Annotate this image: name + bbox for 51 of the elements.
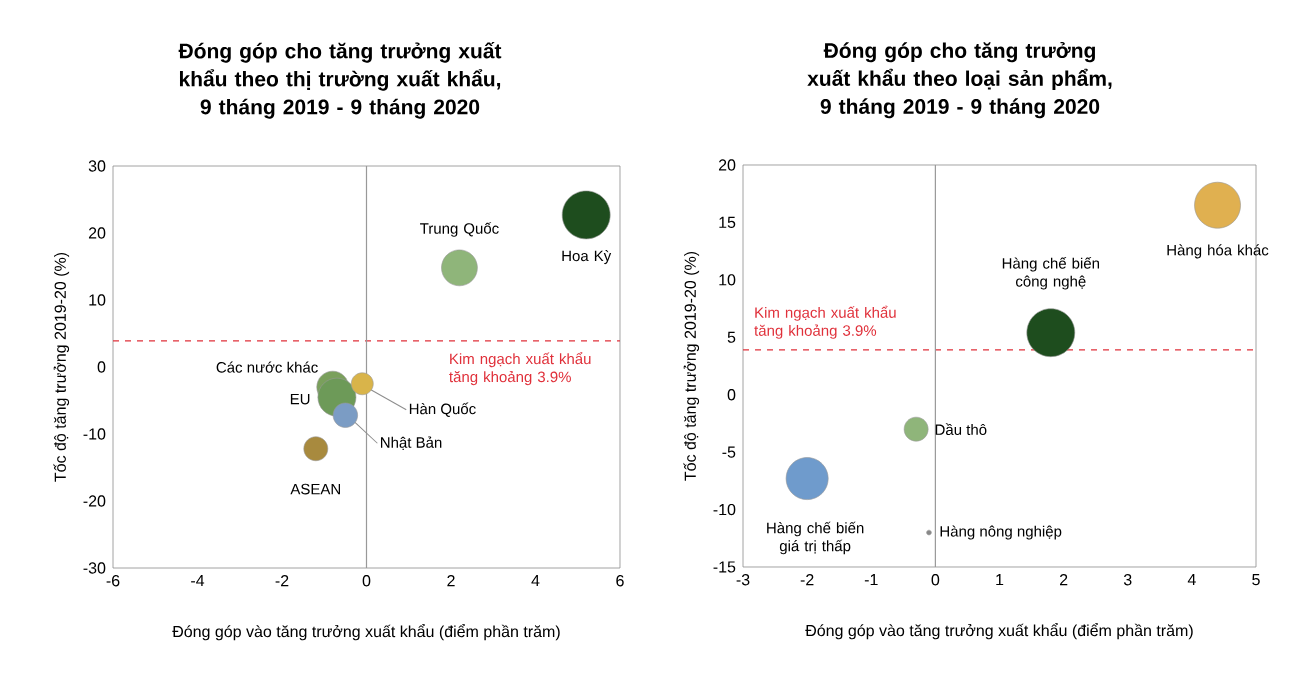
series-label: Các nước khác	[216, 361, 318, 373]
series-label: Hàng nông nghiệp	[940, 525, 1062, 540]
x-axis-title: Đóng góp vào tăng trưởng xuất khẩu (điểm phần trăm)	[172, 624, 560, 641]
y-tick-label: 0	[727, 389, 736, 401]
y-tick-label: 30	[88, 160, 106, 172]
x-tick-label: 4	[1187, 574, 1196, 586]
y-tick-label: -30	[83, 562, 106, 574]
ref-line-label: Kim ngạch xuất khẩu tăng khoảng 3.9%	[754, 305, 896, 339]
y-tick-label: -10	[83, 428, 106, 440]
y-tick-label: -10	[713, 503, 736, 516]
x-tick-label: -2	[275, 575, 289, 587]
y-tick-label: 5	[727, 331, 736, 343]
x-tick-label: 6	[616, 575, 624, 587]
text: Hàng chế biến công nghệ	[1002, 257, 1100, 290]
y-tick-label: 20	[718, 159, 736, 171]
y-tick-label: 10	[719, 274, 736, 286]
x-tick-label: 0	[931, 574, 940, 586]
x-tick-label: 2	[447, 575, 455, 587]
legend-label: Hàn Quốc	[409, 402, 476, 417]
y-tick-label: 10	[89, 294, 106, 306]
x-tick-label: -4	[191, 575, 205, 587]
series-label: Hàng hóa khác	[1167, 244, 1269, 259]
x-tick-label: -1	[864, 574, 878, 586]
x-tick-label: -3	[736, 574, 750, 586]
y-tick-label: -5	[722, 446, 736, 458]
legend-label: Dầu thô	[935, 423, 987, 436]
x-axis-title: Đóng góp vào tăng trưởng xuất khẩu (điểm phần trăm)	[805, 623, 1193, 640]
chart-title: Đóng góp cho tăng trưởng xuất khẩu theo thị trường xuất khẩu, 9 tháng 2019 - 9 tháng 2020	[178, 42, 502, 119]
series-label: Trung Quốc	[420, 222, 499, 237]
series-label: ASEAN	[290, 483, 340, 495]
y-tick-label: 0	[97, 361, 106, 373]
ref-line-label: Kim ngạch xuất khẩu tăng khoảng 3.9%	[449, 351, 591, 386]
y-tick-label: 20	[88, 227, 106, 239]
y-tick-label: 15	[719, 216, 736, 229]
y-tick-label: -15	[713, 561, 736, 573]
x-tick-label: 1	[996, 574, 1004, 586]
x-tick-label: 0	[362, 575, 371, 587]
x-tick-label: -6	[106, 575, 120, 587]
y-axis-title: Tốc độ tăng trưởng 2019-20 (%)	[53, 252, 70, 482]
text: Nhật Bản	[381, 436, 442, 450]
x-tick-label: 2	[1060, 574, 1068, 586]
series-label: EU	[290, 393, 310, 405]
x-tick-label: 5	[1252, 574, 1260, 586]
x-tick-label: 3	[1123, 574, 1132, 586]
chart-title: Đóng góp cho tăng trưởng xuất khẩu theo loại sản phẩm, 9 tháng 2019 - 9 tháng 2020	[807, 42, 1112, 119]
x-tick-label: 4	[531, 575, 540, 587]
x-tick-label: -2	[800, 574, 814, 586]
series-label: Hoa Kỳ	[562, 249, 612, 265]
y-tick-label: -20	[83, 495, 106, 507]
text: Hàng chế biến giá trị thấp	[767, 521, 864, 555]
y-axis-title: Tốc độ tăng trưởng 2019-20 (%)	[683, 251, 700, 481]
